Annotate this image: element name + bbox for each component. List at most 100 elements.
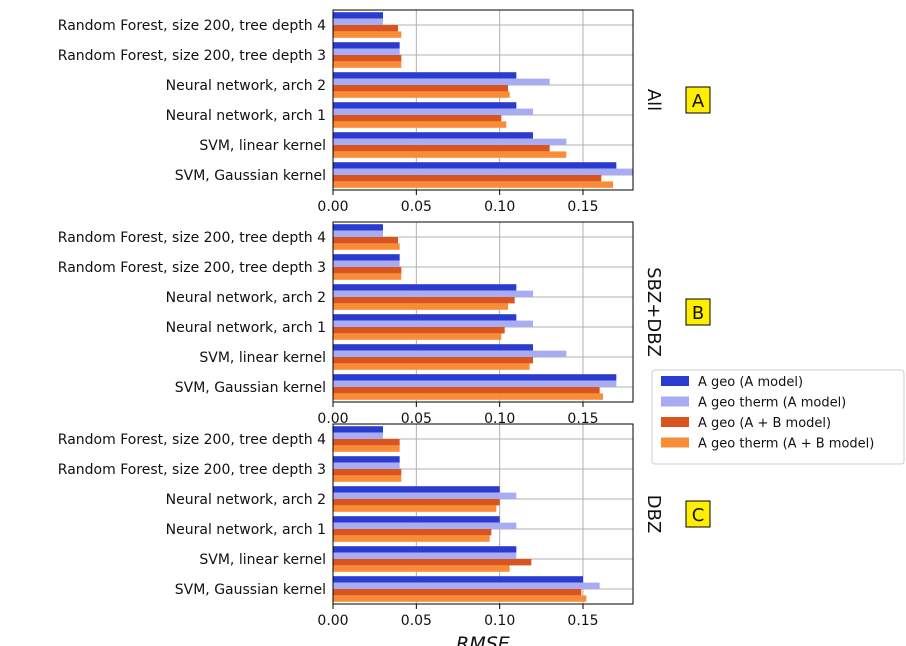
bar-b-1-1 (333, 260, 400, 267)
panel-side-label: DBZ (643, 495, 664, 534)
bar-c-1-2 (333, 469, 402, 476)
bar-c-4-1 (333, 552, 517, 559)
bar-b-5-1 (333, 380, 617, 387)
bar-b-0-3 (333, 243, 400, 250)
panel-label: C (692, 505, 705, 526)
bar-b-3-3 (333, 333, 502, 340)
bar-c-3-0 (333, 516, 500, 523)
bar-c-0-0 (333, 426, 383, 433)
bar-c-3-2 (333, 529, 492, 536)
category-label: Random Forest, size 200, tree depth 3 (58, 462, 326, 478)
category-label: Neural network, arch 2 (166, 78, 326, 94)
category-label: Neural network, arch 1 (166, 320, 326, 336)
bar-c-2-3 (333, 505, 497, 512)
bar-a-2-2 (333, 85, 508, 92)
legend-entry-label: A geo therm (A model) (698, 396, 846, 411)
x-axis-label: RMSE (456, 633, 510, 646)
category-label: Neural network, arch 1 (166, 108, 326, 124)
bar-a-4-1 (333, 138, 567, 145)
bar-b-2-3 (333, 303, 508, 310)
bar-c-4-2 (333, 559, 532, 566)
bar-b-3-2 (333, 327, 505, 334)
plot-frame (332, 423, 634, 605)
legend-entry-label: A geo (A + B model) (698, 416, 831, 431)
bar-c-5-1 (333, 582, 600, 589)
legend-entry-label: A geo (A model) (698, 375, 803, 390)
category-label: SVM, Gaussian kernel (175, 380, 326, 396)
category-label: Random Forest, size 200, tree depth 4 (58, 230, 326, 246)
panel-label: B (692, 303, 704, 324)
legend-swatch (661, 417, 689, 427)
x-tick-label: 0.00 (317, 613, 348, 629)
bar-c-5-2 (333, 589, 582, 596)
category-label: Random Forest, size 200, tree depth 3 (58, 260, 326, 276)
bar-b-5-2 (333, 387, 600, 394)
bar-c-4-3 (333, 565, 510, 572)
category-label: Neural network, arch 2 (166, 290, 326, 306)
category-label: Random Forest, size 200, tree depth 4 (58, 432, 326, 448)
bar-a-1-1 (333, 48, 400, 55)
legend-swatch (661, 437, 689, 448)
bar-a-2-3 (333, 91, 510, 98)
bar-c-1-0 (333, 456, 400, 463)
legend-entry-label: A geo therm (A + B model) (698, 437, 874, 452)
bar-b-0-0 (333, 224, 383, 231)
bar-c-2-2 (333, 499, 500, 506)
bar-b-4-1 (333, 350, 567, 357)
category-label: Neural network, arch 1 (166, 522, 326, 538)
bar-b-5-3 (333, 393, 603, 400)
bar-c-4-0 (333, 546, 517, 553)
category-label: Random Forest, size 200, tree depth 3 (58, 48, 326, 64)
bar-b-1-3 (333, 273, 402, 280)
x-tick-label: 0.00 (317, 199, 348, 215)
bar-b-4-2 (333, 357, 533, 364)
legend-swatch (661, 396, 689, 407)
bar-a-2-0 (333, 72, 517, 79)
bar-a-5-1 (333, 168, 633, 175)
category-label: SVM, linear kernel (199, 138, 326, 154)
bar-a-4-2 (333, 145, 550, 152)
panel-side-label: All (643, 89, 664, 111)
category-label: SVM, linear kernel (199, 350, 326, 366)
bar-c-3-3 (333, 535, 490, 542)
bar-a-0-2 (333, 25, 398, 32)
legend: A geo (A model) A geo therm (A model) A ge… (651, 369, 905, 465)
panel-label-box (685, 500, 711, 528)
bar-a-0-1 (333, 18, 383, 25)
x-tick-label: 0.05 (401, 411, 432, 427)
category-label: Random Forest, size 200, tree depth 4 (58, 18, 326, 34)
bar-b-4-0 (333, 344, 533, 351)
x-tick-label: 0.15 (567, 613, 598, 629)
plot-frame (332, 221, 634, 403)
bar-c-2-0 (333, 486, 500, 493)
bar-b-1-0 (333, 254, 400, 261)
bar-a-4-3 (333, 151, 567, 158)
bar-b-5-0 (333, 374, 617, 381)
bar-c-5-0 (333, 576, 583, 583)
bar-a-5-3 (333, 181, 613, 188)
bar-a-5-2 (333, 175, 602, 182)
bar-a-1-0 (333, 42, 400, 49)
legend-swatch (661, 376, 689, 386)
bar-c-1-1 (333, 462, 400, 469)
bar-b-0-2 (333, 237, 398, 244)
x-tick-label: 0.10 (484, 411, 515, 427)
bar-b-4-3 (333, 363, 530, 370)
x-tick-label: 0.00 (317, 411, 348, 427)
bar-b-2-0 (333, 284, 517, 291)
bar-a-5-0 (333, 162, 617, 169)
bar-c-0-2 (333, 439, 400, 446)
category-label: SVM, linear kernel (199, 552, 326, 568)
bar-c-2-1 (333, 492, 517, 499)
bar-a-0-0 (333, 12, 383, 19)
panel-label-box (685, 86, 711, 114)
panel-b: Random Forest, size 200, tree depth 4 Ran… (58, 221, 711, 427)
legend-frame (651, 369, 905, 465)
category-label: SVM, Gaussian kernel (175, 582, 326, 598)
x-tick-label: 0.15 (567, 199, 598, 215)
panel-a: Random Forest, size 200, tree depth 4 Ran… (58, 9, 711, 215)
bar-a-3-3 (333, 121, 507, 128)
bar-b-0-1 (333, 230, 383, 237)
bar-c-5-3 (333, 595, 587, 602)
